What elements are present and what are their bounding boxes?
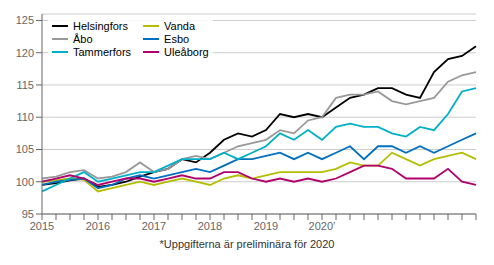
- html-text:Helsingfors: Helsingfors: [73, 20, 128, 32]
- svg-text:105: 105: [16, 143, 34, 155]
- svg-text:2017: 2017: [142, 220, 166, 232]
- svg-text:2020’: 2020’: [309, 220, 336, 232]
- svg-text:2019: 2019: [254, 220, 278, 232]
- html-text:Uleåborg: Uleåborg: [164, 46, 209, 58]
- svg-text:100: 100: [16, 176, 34, 188]
- svg-text:2015: 2015: [30, 220, 54, 232]
- svg-text:125: 125: [16, 14, 34, 26]
- html-text:Esbo: Esbo: [164, 33, 190, 45]
- svg-text:115: 115: [16, 79, 34, 91]
- svg-text:2016: 2016: [86, 220, 110, 232]
- html-text:Åbo: Åbo: [73, 33, 93, 45]
- html-text:Vanda: Vanda: [164, 20, 196, 32]
- html-text:Tammerfors: Tammerfors: [73, 46, 132, 58]
- svg-text:95: 95: [22, 208, 34, 220]
- svg-text:110: 110: [16, 111, 34, 123]
- svg-text:2018: 2018: [198, 220, 222, 232]
- html-text:*Uppgifterna är preliminära fö: *Uppgifterna är preliminära för 2020: [159, 238, 335, 250]
- svg-text:120: 120: [16, 47, 34, 59]
